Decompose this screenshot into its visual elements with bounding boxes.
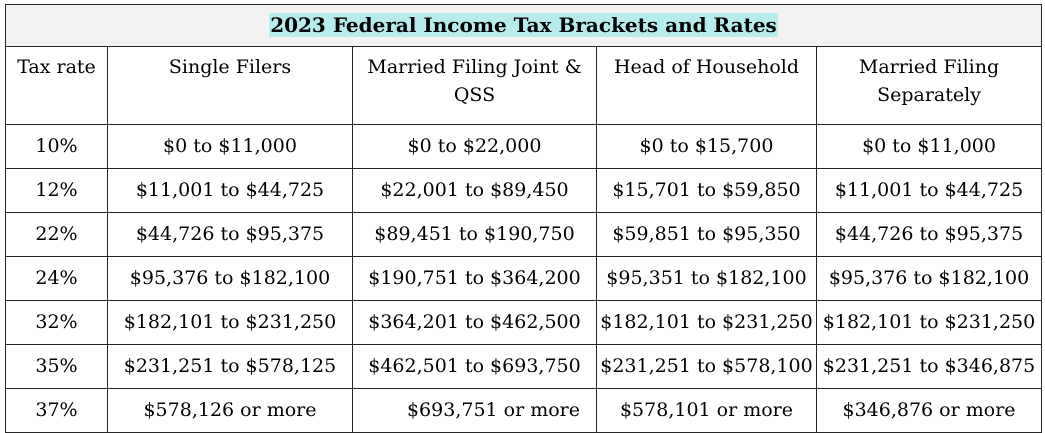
- cell-mfj: $0 to $22,000: [352, 124, 597, 169]
- cell-mfj: $89,451 to $190,750: [352, 212, 597, 257]
- cell-rate: 37%: [5, 388, 108, 433]
- cell-mfj: $190,751 to $364,200: [352, 256, 597, 301]
- cell-rate: 10%: [5, 124, 108, 169]
- table-row: 35% $231,251 to $578,125 $462,501 to $69…: [5, 344, 1043, 389]
- cell-mfj: $462,501 to $693,750: [352, 344, 597, 389]
- cell-hoh: $95,351 to $182,100: [596, 256, 817, 301]
- cell-single: $578,126 or more: [107, 388, 353, 433]
- table-title-row: 2023 Federal Income Tax Brackets and Rat…: [4, 4, 1043, 47]
- cell-mfs: $44,726 to $95,375: [815, 212, 1043, 257]
- cell-rate: 24%: [5, 256, 108, 301]
- cell-mfs: $231,251 to $346,875: [815, 344, 1043, 389]
- cell-mfs: $0 to $11,000: [815, 124, 1043, 169]
- cell-single: $231,251 to $578,125: [107, 344, 353, 389]
- table-row: 37% $578,126 or more $693,751 or more $5…: [5, 388, 1043, 433]
- cell-single: $95,376 to $182,100: [107, 256, 353, 301]
- cell-mfj: $22,001 to $89,450: [352, 168, 597, 213]
- cell-hoh: $578,101 or more: [596, 388, 817, 433]
- cell-mfs: $95,376 to $182,100: [815, 256, 1043, 301]
- cell-hoh: $59,851 to $95,350: [596, 212, 817, 257]
- table-title: 2023 Federal Income Tax Brackets and Rat…: [269, 12, 778, 37]
- cell-rate: 22%: [5, 212, 108, 257]
- header-married-filing-separately: Married Filing Separately: [815, 46, 1043, 125]
- table-row: 22% $44,726 to $95,375 $89,451 to $190,7…: [5, 212, 1043, 257]
- table-row: 24% $95,376 to $182,100 $190,751 to $364…: [5, 256, 1043, 301]
- table-row: 10% $0 to $11,000 $0 to $22,000 $0 to $1…: [5, 124, 1043, 169]
- cell-rate: 32%: [5, 300, 108, 345]
- table-header-row: Tax rate Single Filers Married Filing Jo…: [5, 46, 1043, 125]
- table-row: 32% $182,101 to $231,250 $364,201 to $46…: [5, 300, 1043, 345]
- header-tax-rate: Tax rate: [5, 46, 108, 125]
- cell-hoh: $0 to $15,700: [596, 124, 817, 169]
- cell-rate: 35%: [5, 344, 108, 389]
- tax-brackets-table: 2023 Federal Income Tax Brackets and Rat…: [4, 4, 1043, 433]
- cell-mfs: $182,101 to $231,250: [815, 300, 1043, 345]
- cell-hoh: $182,101 to $231,250: [596, 300, 817, 345]
- header-single-filers: Single Filers: [107, 46, 353, 125]
- table-row: 12% $11,001 to $44,725 $22,001 to $89,45…: [5, 168, 1043, 213]
- cell-single: $182,101 to $231,250: [107, 300, 353, 345]
- header-head-of-household: Head of Household: [596, 46, 817, 125]
- table-title-cell: 2023 Federal Income Tax Brackets and Rat…: [4, 4, 1043, 47]
- cell-mfs: $11,001 to $44,725: [815, 168, 1043, 213]
- cell-hoh: $15,701 to $59,850: [596, 168, 817, 213]
- cell-hoh: $231,251 to $578,100: [596, 344, 817, 389]
- cell-rate: 12%: [5, 168, 108, 213]
- header-married-filing-joint: Married Filing Joint & QSS: [352, 46, 597, 125]
- cell-single: $11,001 to $44,725: [107, 168, 353, 213]
- cell-mfj: $364,201 to $462,500: [352, 300, 597, 345]
- cell-single: $44,726 to $95,375: [107, 212, 353, 257]
- cell-mfs: $346,876 or more: [815, 388, 1043, 433]
- cell-single: $0 to $11,000: [107, 124, 353, 169]
- cell-mfj: $693,751 or more: [352, 388, 597, 433]
